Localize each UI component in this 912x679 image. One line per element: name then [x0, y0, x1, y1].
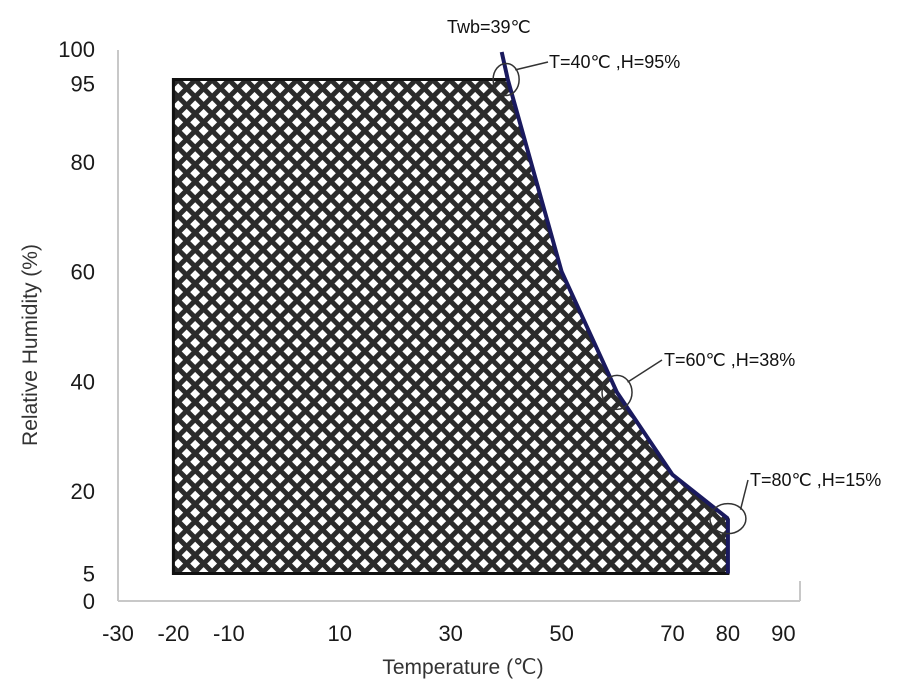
annotation-leader-line: [627, 359, 663, 383]
x-tick-label: -20: [158, 621, 190, 646]
y-tick-label: 0: [83, 589, 95, 614]
annotation-circle: [601, 374, 633, 411]
x-tick-label: 50: [549, 621, 573, 646]
annotation-circle: [492, 62, 520, 97]
x-tick-label: -10: [213, 621, 245, 646]
y-tick-label: 40: [71, 369, 95, 394]
annotation-twb: Twb=39℃: [447, 17, 531, 37]
y-tick-label: 60: [71, 260, 95, 285]
annotation-t40: T=40℃ ,H=95%: [549, 52, 680, 72]
x-tick-label: 10: [328, 621, 352, 646]
annotation-markers: [492, 61, 749, 535]
annotation-t80: T=80℃ ,H=15%: [750, 470, 881, 490]
annotation-leader-line: [515, 61, 549, 71]
x-tick-label: 90: [771, 621, 795, 646]
y-axis-title: Relative Humidity (%): [19, 244, 42, 446]
x-tick-label: 80: [716, 621, 740, 646]
y-tick-label: 95: [71, 71, 95, 96]
annotation-circle: [709, 502, 747, 535]
y-tick-label: 80: [71, 150, 95, 175]
y-tick-label: 5: [83, 562, 95, 587]
y-tick-label: 100: [58, 37, 95, 62]
operating-region: [171, 78, 730, 575]
annotation-leader-line: [739, 479, 749, 510]
annotation-t60: T=60℃ ,H=38%: [664, 350, 795, 370]
x-tick-label: -30: [102, 621, 134, 646]
x-tick-label: 30: [438, 621, 462, 646]
x-tick-labels: -30 -20 -10 10 30 50 70 80 90: [102, 621, 796, 646]
y-tick-labels: 05 20 40 60 80 95 100: [58, 37, 95, 614]
y-tick-label: 20: [71, 479, 95, 504]
x-axis-title: Temperature (℃): [382, 656, 543, 679]
x-tick-label: 70: [660, 621, 684, 646]
wet-bulb-curve: [499, 51, 730, 521]
plot-frame: [117, 50, 801, 602]
